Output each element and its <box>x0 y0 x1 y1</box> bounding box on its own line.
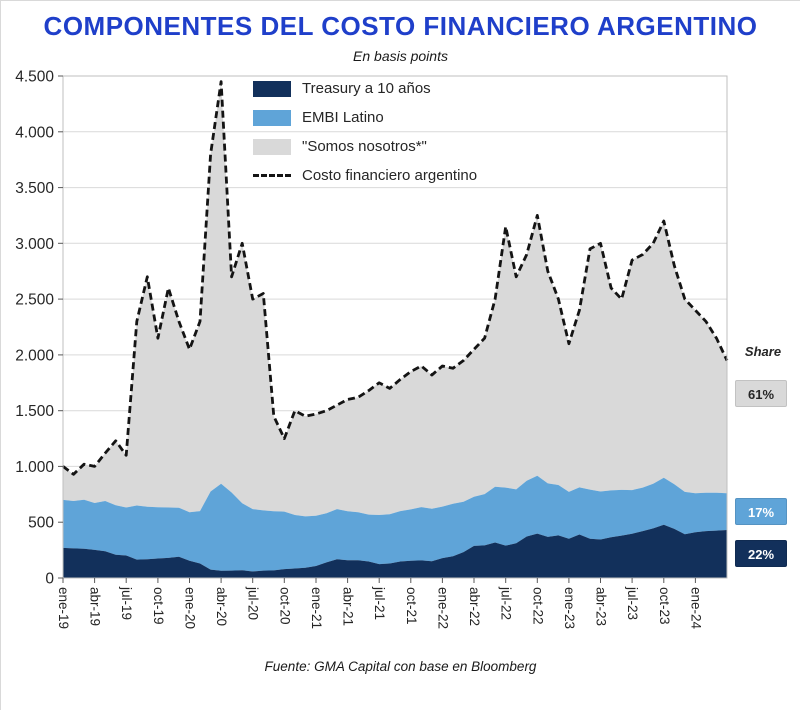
svg-text:jul-23: jul-23 <box>625 586 640 620</box>
svg-text:jul-22: jul-22 <box>499 586 514 620</box>
legend-label-treasury: Treasury a 10 años <box>302 80 431 97</box>
svg-text:jul-20: jul-20 <box>246 586 261 620</box>
legend-item-somos-nosotros: "Somos nosotros*" <box>253 132 477 161</box>
svg-text:4.000: 4.000 <box>15 124 54 141</box>
svg-text:1.500: 1.500 <box>15 403 54 420</box>
svg-text:500: 500 <box>28 515 54 532</box>
svg-text:oct-23: oct-23 <box>657 587 672 625</box>
svg-text:abr-21: abr-21 <box>341 587 356 626</box>
share-label: Share <box>744 344 782 359</box>
svg-text:3.000: 3.000 <box>15 236 54 253</box>
legend-label-somos-nosotros: "Somos nosotros*" <box>302 138 427 155</box>
svg-text:oct-20: oct-20 <box>277 587 292 625</box>
svg-text:abr-19: abr-19 <box>88 587 103 626</box>
svg-text:3.500: 3.500 <box>15 180 54 197</box>
legend-swatch-somos-nosotros-icon <box>253 138 291 155</box>
legend-label-embi: EMBI Latino <box>302 109 384 126</box>
legend-item-embi: EMBI Latino <box>253 103 477 132</box>
chart-legend: Treasury a 10 años EMBI Latino "Somos no… <box>253 74 477 190</box>
svg-text:ene-19: ene-19 <box>56 587 71 629</box>
svg-text:ene-23: ene-23 <box>562 587 577 629</box>
svg-text:jul-19: jul-19 <box>119 586 134 620</box>
legend-item-costo-financiero: Costo financiero argentino <box>253 161 477 190</box>
svg-text:abr-22: abr-22 <box>467 587 482 626</box>
svg-text:1.000: 1.000 <box>15 459 54 476</box>
share-badge-embi: 17% <box>735 498 787 525</box>
svg-text:2.000: 2.000 <box>15 347 54 364</box>
share-badge-treasury: 22% <box>735 540 787 567</box>
svg-text:ene-24: ene-24 <box>688 587 703 630</box>
svg-text:jul-21: jul-21 <box>372 586 387 620</box>
chart-area: 0 500 1.000 1.500 2.000 2.500 3.000 3.500 4.000 4… <box>1 66 800 651</box>
svg-text:0: 0 <box>45 571 54 588</box>
svg-text:abr-23: abr-23 <box>594 587 609 626</box>
svg-text:oct-19: oct-19 <box>151 587 166 625</box>
chart-subtitle: En basis points <box>353 48 448 64</box>
svg-text:ene-20: ene-20 <box>183 587 198 629</box>
legend-swatch-treasury-icon <box>253 80 291 97</box>
share-badge-somos-nosotros: 61% <box>735 380 787 407</box>
svg-text:ene-21: ene-21 <box>309 587 324 629</box>
legend-dashed-line-icon <box>253 174 291 177</box>
svg-text:2.500: 2.500 <box>15 292 54 309</box>
legend-label-costo-financiero: Costo financiero argentino <box>302 167 478 184</box>
legend-item-treasury: Treasury a 10 años <box>253 74 477 103</box>
svg-text:4.500: 4.500 <box>15 69 54 86</box>
svg-text:abr-20: abr-20 <box>214 587 229 626</box>
chart-canvas: 0 500 1.000 1.500 2.000 2.500 3.000 3.500 4.000 4… <box>15 69 729 630</box>
legend-swatch-embi-icon <box>253 109 291 126</box>
svg-text:ene-22: ene-22 <box>435 587 450 629</box>
svg-text:oct-22: oct-22 <box>530 587 545 625</box>
svg-text:oct-21: oct-21 <box>404 587 419 625</box>
source-note: Fuente: GMA Capital con base en Bloomber… <box>264 659 537 674</box>
page-title: COMPONENTES DEL COSTO FINANCIERO ARGENTI… <box>43 11 758 41</box>
